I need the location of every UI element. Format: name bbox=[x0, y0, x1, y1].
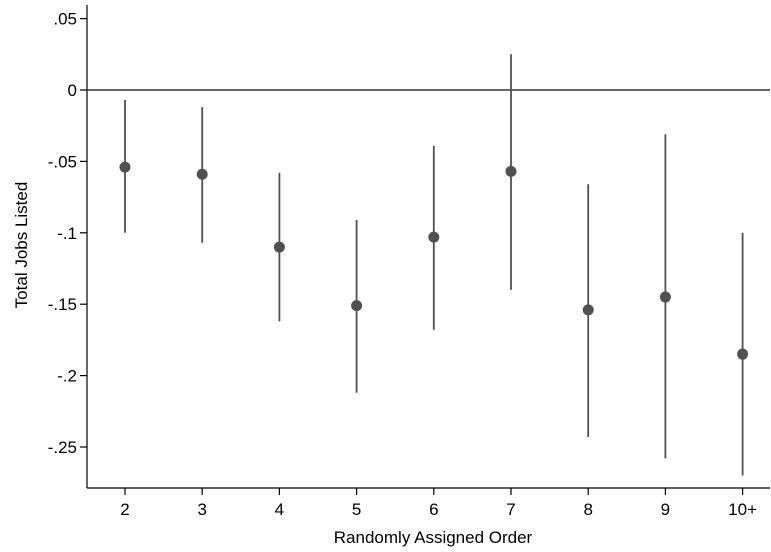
y-tick-label: -.2 bbox=[57, 367, 77, 386]
point-estimate bbox=[505, 165, 517, 177]
point-estimate bbox=[659, 291, 671, 303]
chart-marks bbox=[119, 54, 749, 476]
plot-frame bbox=[86, 5, 770, 489]
x-tick-label: 6 bbox=[429, 500, 438, 519]
y-tick-label: -.25 bbox=[48, 438, 77, 457]
x-tick-label: 9 bbox=[661, 500, 670, 519]
y-tick-label: .05 bbox=[53, 10, 77, 29]
y-tick-label: -.05 bbox=[48, 152, 77, 171]
x-tick-label: 5 bbox=[352, 500, 361, 519]
point-estimate bbox=[582, 304, 594, 316]
x-tick-label: 10+ bbox=[728, 500, 757, 519]
y-tick-label: -.15 bbox=[48, 295, 77, 314]
x-tick-label: 4 bbox=[275, 500, 284, 519]
point-estimate bbox=[119, 161, 131, 173]
y-tick-label: 0 bbox=[68, 81, 77, 100]
y-tick-label: -.1 bbox=[57, 224, 77, 243]
y-axis: .05 0 -.05 -.1 -.15 -.2 -.25 bbox=[48, 10, 87, 457]
point-estimate bbox=[737, 348, 749, 360]
x-tick-label: 7 bbox=[506, 500, 515, 519]
point-estimate bbox=[196, 168, 208, 180]
point-estimate bbox=[428, 231, 440, 243]
y-axis-label: Total Jobs Listed bbox=[12, 182, 31, 309]
point-estimate bbox=[273, 241, 285, 253]
x-axis: 2 3 4 5 6 7 8 9 10+ bbox=[120, 488, 757, 519]
x-axis-label: Randomly Assigned Order bbox=[334, 528, 533, 547]
x-tick-label: 2 bbox=[120, 500, 129, 519]
point-estimate bbox=[351, 300, 363, 312]
x-tick-label: 8 bbox=[583, 500, 592, 519]
x-tick-label: 3 bbox=[197, 500, 206, 519]
